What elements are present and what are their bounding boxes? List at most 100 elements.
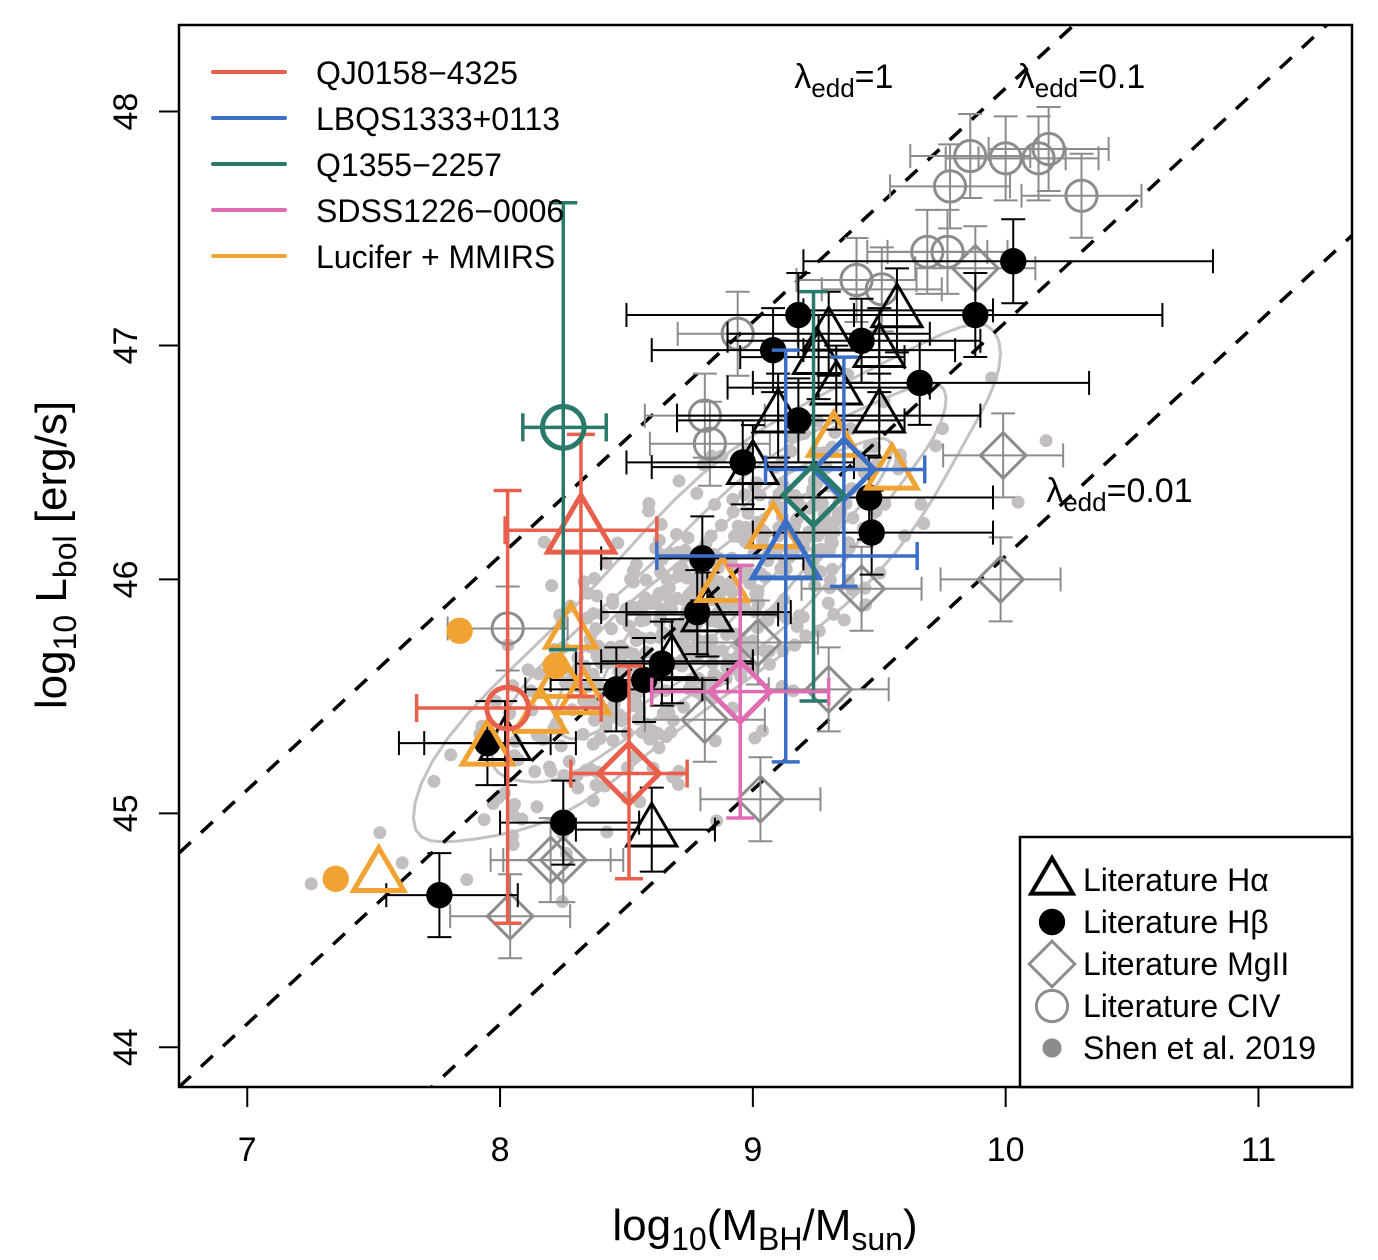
legend-label: LBQS1333+0113 <box>316 101 560 137</box>
plot-frame <box>177 23 1354 1089</box>
x-axis-label: log10(MBH/Msun) <box>612 1201 917 1257</box>
marker-triangle <box>851 320 907 369</box>
marker-circle-open <box>1031 131 1066 167</box>
marker-circle-open <box>692 426 727 461</box>
series-q1355-2257 <box>521 201 848 703</box>
eddington-label: λedd=0.1 <box>1018 58 1146 103</box>
shen-point <box>580 611 594 625</box>
marker-triangle <box>349 842 409 894</box>
series-literature-civ <box>446 105 1143 672</box>
shen-point <box>670 527 684 541</box>
x-tick-label: 11 <box>1241 1131 1276 1169</box>
shen-point <box>427 774 441 788</box>
shen-point <box>600 825 614 839</box>
shen-point <box>751 586 765 600</box>
shen-point <box>373 826 387 840</box>
legend-marker-triangle <box>1027 854 1077 896</box>
shen-point <box>460 873 474 887</box>
shen-point <box>825 536 839 550</box>
shen-point <box>662 706 676 720</box>
shen-point <box>748 731 762 745</box>
y-tick-label: 44 <box>107 1028 145 1066</box>
marker-circle-open <box>484 684 531 732</box>
series-sdss1226-0006 <box>649 563 831 820</box>
legend-label: Shen et al. 2019 <box>1083 1030 1316 1066</box>
x-tick-label: 8 <box>491 1131 510 1169</box>
marker-triangle <box>541 599 601 650</box>
shen-point <box>784 444 798 458</box>
legend-label: Literature Hα <box>1083 862 1269 898</box>
marker-circle-filled <box>689 545 716 572</box>
legend-markers: Literature Hα Literature Hβ Literature MgI… <box>1018 835 1354 1089</box>
series-literature-mgii <box>449 225 1065 960</box>
shen-point <box>507 797 521 811</box>
y-tick-label: 47 <box>107 327 145 365</box>
shen-point <box>820 516 834 530</box>
shen-point <box>823 573 837 587</box>
legend-objects: QJ0158−4325 LBQS1333+0113 Q1355−2257 SDSS12… <box>211 55 564 275</box>
shen-point <box>726 492 740 506</box>
shen-point <box>704 529 718 543</box>
shen-point <box>710 814 724 828</box>
legend-label: SDSS1226−0006 <box>316 193 564 229</box>
shen-point <box>898 529 912 543</box>
shen-point <box>748 479 762 493</box>
y-axis: 44 45 46 47 48 <box>107 93 179 1066</box>
marker-circle-filled <box>962 301 989 329</box>
shen-point <box>304 877 318 891</box>
shen-point <box>585 695 599 709</box>
shen-point <box>828 425 842 439</box>
shen-point <box>606 592 620 606</box>
marker-diamond <box>809 435 878 504</box>
shen-point <box>599 556 613 570</box>
marker-triangle <box>624 800 680 848</box>
shen-point <box>985 371 999 385</box>
shen-point <box>587 572 601 586</box>
shen-point <box>589 622 603 636</box>
marker-circle-filled <box>858 519 885 546</box>
marker-triangle <box>790 327 847 376</box>
marker-circle-open <box>1021 141 1056 176</box>
marker-triangle <box>862 440 922 491</box>
shen-point <box>929 439 943 453</box>
shen-point <box>799 629 813 643</box>
shen-point <box>1011 495 1025 509</box>
shen-point <box>821 596 835 610</box>
marker-triangle <box>750 386 806 434</box>
eddington-line <box>179 25 1330 1087</box>
shen-point <box>659 588 673 602</box>
marker-diamond <box>595 739 663 808</box>
shen-point <box>708 734 722 748</box>
shen-point <box>554 739 568 753</box>
shen-point <box>532 667 546 681</box>
x-tick-label: 7 <box>238 1131 257 1169</box>
shen-point <box>611 536 625 550</box>
shen-point <box>790 620 804 634</box>
marker-diamond <box>735 774 786 825</box>
data-points <box>322 105 1214 960</box>
shen-point <box>672 764 686 778</box>
marker-circle-open <box>839 262 874 298</box>
legend-label: Q1355−2257 <box>316 147 502 183</box>
shen-point <box>444 748 458 762</box>
marker-triangle <box>477 713 533 762</box>
shen-point <box>652 533 666 547</box>
legend-label: Lucifer + MMIRS <box>316 239 555 275</box>
legend-marker-dot <box>1042 1038 1062 1058</box>
shen-point <box>761 613 775 627</box>
marker-circle-filled <box>1000 248 1027 275</box>
marker-triangle <box>457 716 517 767</box>
shen-point <box>715 644 729 658</box>
shen-point <box>557 768 571 782</box>
shen-point <box>814 542 828 556</box>
shen-point <box>596 607 610 621</box>
marker-circle-filled <box>446 617 473 645</box>
shen-point <box>599 720 613 734</box>
shen-point <box>587 713 601 727</box>
shen-point <box>604 622 618 636</box>
shen-point <box>681 531 695 545</box>
shen-point <box>846 511 860 525</box>
marker-diamond <box>732 617 783 668</box>
marker-circle-open <box>1064 178 1099 213</box>
